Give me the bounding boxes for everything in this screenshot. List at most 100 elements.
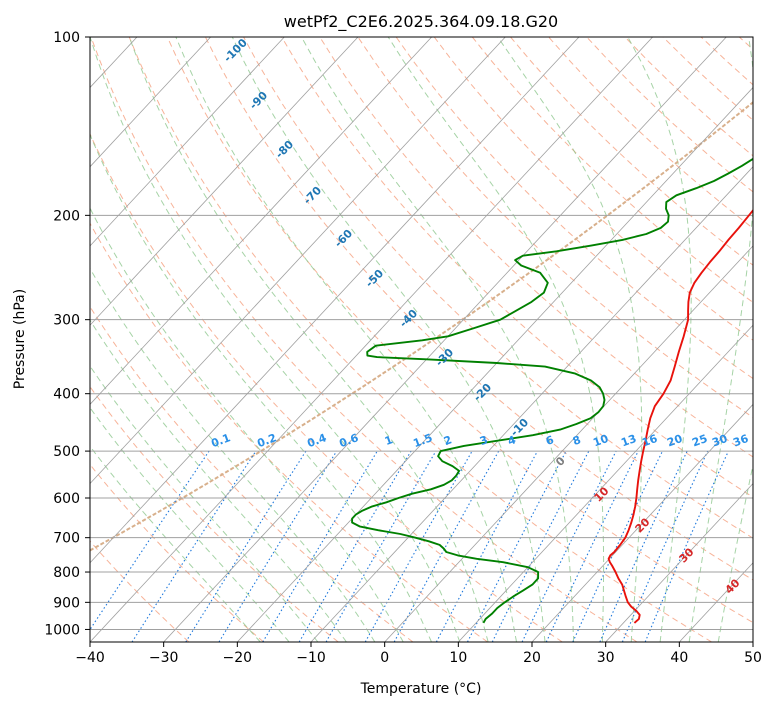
dry-adiabat xyxy=(471,37,753,304)
y-tick-label: 400 xyxy=(53,387,80,403)
sounding-series xyxy=(351,157,753,624)
dry-adiabat xyxy=(90,540,190,642)
mixing-ratio-label: 25 xyxy=(690,432,709,449)
y-axis-ticks: 100 200 300 400 500 600 700 800 900 1000 xyxy=(44,30,90,638)
dry-adiabat xyxy=(90,222,488,642)
mixing-ratio-line xyxy=(364,450,473,642)
mixing-ratio-label: 1 xyxy=(383,433,395,448)
moist-adiabat xyxy=(497,37,643,642)
moist-adiabat xyxy=(627,37,692,642)
plot-frame xyxy=(89,36,754,643)
y-axis-label: Pressure (hPa) xyxy=(12,289,28,389)
mixing-ratio-label: 0.1 xyxy=(209,431,232,450)
isotherm-line xyxy=(90,37,506,485)
x-axis-ticks: −40 −30 −20 −10 0 10 20 30 40 50 xyxy=(75,642,762,666)
moist-adiabat xyxy=(688,37,753,642)
isotherm-line xyxy=(163,37,727,642)
mixing-ratio-label: 8 xyxy=(571,433,583,448)
x-tick-label: 30 xyxy=(597,650,615,666)
isotherm-line xyxy=(237,86,753,642)
moist-adiabat xyxy=(387,37,605,642)
x-tick-label: 50 xyxy=(744,650,762,666)
moist-adiabat xyxy=(90,267,376,642)
mixing-ratio-label: 1.5 xyxy=(411,431,434,450)
isotherm-line xyxy=(90,37,653,642)
dry-adiabat xyxy=(204,37,753,581)
freezing-curve-line xyxy=(90,101,753,552)
moist-adiabat xyxy=(301,37,575,642)
moist-adiabat xyxy=(90,133,432,642)
dry-adiabat xyxy=(281,37,753,498)
mixing-ratio-label: 4 xyxy=(506,433,518,448)
mixing-ratio-line xyxy=(131,450,257,642)
dry-adiabat xyxy=(433,37,753,341)
x-tick-label: −30 xyxy=(149,650,179,666)
dry-adiabat xyxy=(90,37,638,642)
moist-adiabat xyxy=(90,365,319,642)
dry-adiabat xyxy=(243,37,753,539)
x-tick-label: 20 xyxy=(523,650,541,666)
moist-adiabat xyxy=(231,37,546,642)
mixing-ratio-line xyxy=(521,450,617,642)
y-tick-label: 600 xyxy=(53,491,80,507)
mixing-ratio-label: 0.6 xyxy=(337,431,360,450)
freezing-curve xyxy=(90,101,753,552)
y-tick-label: 200 xyxy=(53,208,80,224)
isotherm-line xyxy=(90,37,580,564)
isotherm-line xyxy=(605,482,753,642)
mixing-ratio-line xyxy=(90,450,210,631)
mixing-ratio-label: 2 xyxy=(442,433,454,448)
mixing-ratio-label: 3 xyxy=(478,433,490,448)
mixing-ratio-label: 10 xyxy=(591,432,610,450)
mixing-ratio-line xyxy=(185,450,307,642)
x-tick-label: 10 xyxy=(449,650,467,666)
dewpoint-line xyxy=(351,157,753,624)
x-tick-label: 40 xyxy=(670,650,688,666)
isotherm-line xyxy=(384,245,753,642)
dry-adiabat xyxy=(128,37,712,642)
mixing-ratio-label: 16 xyxy=(640,432,659,450)
y-tick-label: 1000 xyxy=(44,622,80,638)
mixing-ratio-line xyxy=(218,450,338,642)
isotherm-line xyxy=(310,166,753,642)
mixing-ratio-label: 13 xyxy=(619,432,638,449)
dry-adiabat xyxy=(357,37,753,418)
mixing-ratio-line xyxy=(621,450,709,642)
plot-area: -100-90-80-70-60-50-40-30-20-10010203040… xyxy=(90,37,753,642)
chart-title: wetPf2_C2E6.2025.364.09.18.G20 xyxy=(284,12,558,32)
dry-adiabat xyxy=(90,132,563,642)
mixing-ratio-line xyxy=(435,450,538,642)
mixing-ratio-label: 20 xyxy=(665,432,684,450)
y-tick-label: 500 xyxy=(53,444,80,460)
x-tick-label: −20 xyxy=(223,650,253,666)
dry-adiabat xyxy=(90,463,264,642)
mixing-ratio-label: 6 xyxy=(544,433,556,448)
isotherm-lines xyxy=(90,37,753,642)
mixing-ratio-label: 0.2 xyxy=(255,431,278,450)
isotherm-line xyxy=(90,37,432,405)
x-tick-label: 0 xyxy=(380,650,389,666)
y-tick-label: 100 xyxy=(53,30,80,46)
y-tick-label: 700 xyxy=(53,531,80,547)
moist-adiabat xyxy=(90,406,290,642)
temperature-line xyxy=(607,208,753,624)
mixing-ratio-label: 0.4 xyxy=(305,431,328,450)
isotherm-line xyxy=(90,37,359,326)
isotherm-line xyxy=(458,324,753,642)
moist-adiabat xyxy=(128,37,489,642)
mixing-ratio-line xyxy=(393,450,500,642)
y-tick-label: 900 xyxy=(53,595,80,611)
mixing-ratio-label: 36 xyxy=(731,432,750,450)
moist-adiabat xyxy=(90,37,461,642)
moist-adiabat xyxy=(717,462,753,642)
isotherm-line xyxy=(90,37,285,247)
x-tick-label: −40 xyxy=(75,650,105,666)
x-tick-label: −10 xyxy=(296,650,326,666)
y-tick-label: 800 xyxy=(53,565,80,581)
dry-adiabat xyxy=(166,37,753,624)
isotherm-line xyxy=(90,37,211,168)
y-tick-label: 300 xyxy=(53,313,80,329)
dry-adiabats xyxy=(90,37,753,642)
